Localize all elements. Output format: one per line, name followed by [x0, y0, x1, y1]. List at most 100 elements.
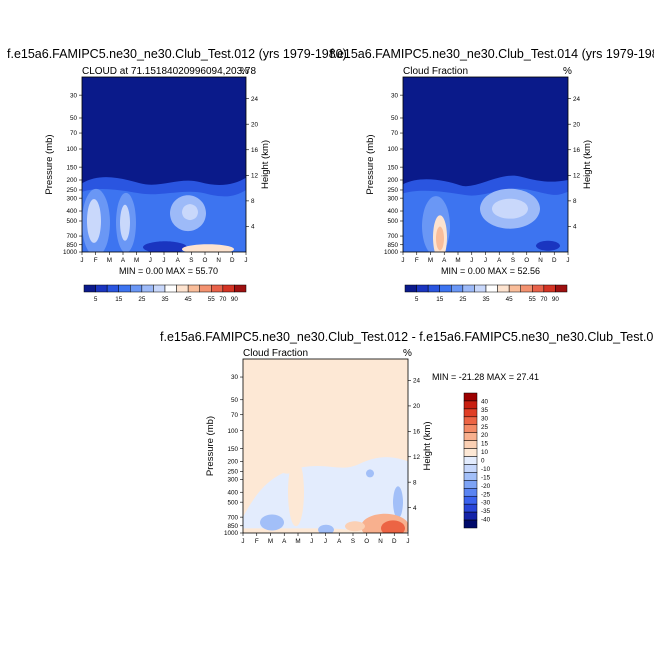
colorbar-swatch [463, 488, 478, 497]
pressure-tick-label: 70 [391, 130, 399, 137]
month-tick-label: S [511, 257, 515, 264]
colorbar-swatch [462, 284, 475, 293]
panel3-units-label: % [403, 348, 412, 359]
panel2-contour-blob [492, 198, 528, 219]
month-tick-label: A [442, 257, 447, 264]
pressure-tick-label: 50 [70, 115, 78, 122]
colorbar-swatch [463, 416, 478, 426]
pressure-tick-label: 850 [66, 242, 77, 249]
colorbar-label: 70 [540, 296, 548, 303]
panel1-colorbar: 5 15 25 35 45 55 70 90 [83, 284, 247, 303]
height-tick-label: 24 [413, 378, 421, 385]
colorbar-label: 90 [231, 296, 239, 303]
pressure-tick-label: 300 [227, 477, 238, 484]
pressure-tick-label: 400 [66, 208, 77, 215]
pressure-tick-label: 500 [227, 499, 238, 506]
colorbar-swatch [463, 519, 478, 529]
panel1-contours [82, 77, 246, 252]
pressure-tick-label: 200 [66, 177, 77, 184]
colorbar-swatch [555, 284, 568, 293]
panel2-left-label: Cloud Fraction [403, 66, 469, 77]
pressure-tick-label: 150 [227, 446, 238, 453]
panel3-contours [243, 359, 408, 533]
pressure-tick-label: 400 [227, 489, 238, 496]
pressure-tick-label: 250 [227, 469, 238, 476]
height-tick-label: 16 [413, 429, 421, 436]
pressure-axis-label: Pressure (mb) [205, 416, 216, 476]
colorbar-label: 35 [161, 296, 169, 303]
month-tick-label: A [497, 257, 502, 264]
colorbar-swatch [520, 284, 533, 293]
month-tick-label: N [216, 257, 221, 264]
pressure-tick-label: 300 [66, 195, 77, 202]
colorbar-label: 25 [481, 424, 489, 431]
panel3-left-label: Cloud Fraction [243, 348, 309, 359]
month-tick-label: M [107, 257, 112, 264]
panel3-contour-blob [345, 521, 365, 532]
colorbar-swatch [164, 284, 177, 293]
month-tick-label: J [162, 257, 165, 264]
colorbar-label: 10 [481, 449, 489, 456]
pressure-axis-label: Pressure (mb) [44, 134, 55, 194]
colorbar-swatch [463, 464, 478, 473]
colorbar-label: 45 [185, 296, 193, 303]
colorbar-label: 25 [459, 296, 467, 303]
height-tick-label: 20 [251, 121, 259, 128]
colorbar-label: 5 [94, 296, 98, 303]
colorbar-label: -20 [481, 483, 491, 490]
pressure-tick-label: 100 [227, 428, 238, 435]
colorbar-swatch [463, 480, 478, 489]
pressure-tick-label: 250 [387, 187, 398, 194]
month-tick-label: O [524, 257, 529, 264]
colorbar-swatch [118, 284, 131, 293]
panel2-colorbar: 5 15 25 35 45 55 70 90 [404, 284, 568, 303]
colorbar-label: 25 [138, 296, 146, 303]
month-tick-label: M [455, 257, 460, 264]
panel1-contour-blob [120, 204, 130, 241]
colorbar-label: 70 [219, 296, 227, 303]
pressure-tick-label: 150 [66, 164, 77, 171]
month-tick-label: D [392, 538, 397, 545]
colorbar-swatch [463, 432, 478, 441]
colorbar-swatch [427, 284, 440, 293]
colorbar-swatch [141, 284, 154, 293]
colorbar-swatch [83, 284, 96, 293]
colorbar-swatch [463, 456, 478, 465]
month-tick-label: O [364, 538, 369, 545]
panel2-units-label: % [563, 66, 572, 77]
month-tick-label: F [415, 257, 419, 264]
month-tick-label: A [176, 257, 181, 264]
panel3-min-max: MIN = -21.28 MAX = 27.41 [432, 372, 540, 382]
height-tick-label: 4 [413, 505, 417, 512]
colorbar-swatch [463, 424, 478, 433]
panel2-min-max: MIN = 0.00 MAX = 52.56 [441, 266, 541, 276]
pressure-tick-label: 1000 [63, 249, 78, 256]
month-tick-label: N [538, 257, 543, 264]
pressure-tick-label: 850 [227, 523, 238, 530]
pressure-tick-label: 400 [387, 208, 398, 215]
height-tick-label: 8 [573, 198, 577, 205]
colorbar-swatch [153, 284, 166, 293]
panel1-contour-blob [87, 199, 101, 243]
height-tick-label: 20 [413, 403, 421, 410]
height-axis-label: Height (km) [582, 140, 593, 189]
month-tick-label: J [324, 538, 327, 545]
panel3-contour-blob [275, 453, 299, 474]
colorbar-swatch [451, 284, 464, 293]
pressure-axis-label: Pressure (mb) [365, 134, 376, 194]
colorbar-label: 15 [436, 296, 444, 303]
month-tick-label: J [406, 538, 409, 545]
panel1-units-label: % [240, 66, 249, 77]
colorbar-swatch [508, 284, 521, 293]
month-tick-label: S [351, 538, 355, 545]
height-tick-label: 20 [573, 121, 581, 128]
colorbar-swatch [234, 284, 247, 293]
month-tick-label: J [470, 257, 473, 264]
colorbar-swatch [463, 472, 478, 481]
panel2-contours [403, 77, 568, 252]
month-tick-label: D [552, 257, 557, 264]
height-tick-label: 4 [251, 224, 255, 231]
